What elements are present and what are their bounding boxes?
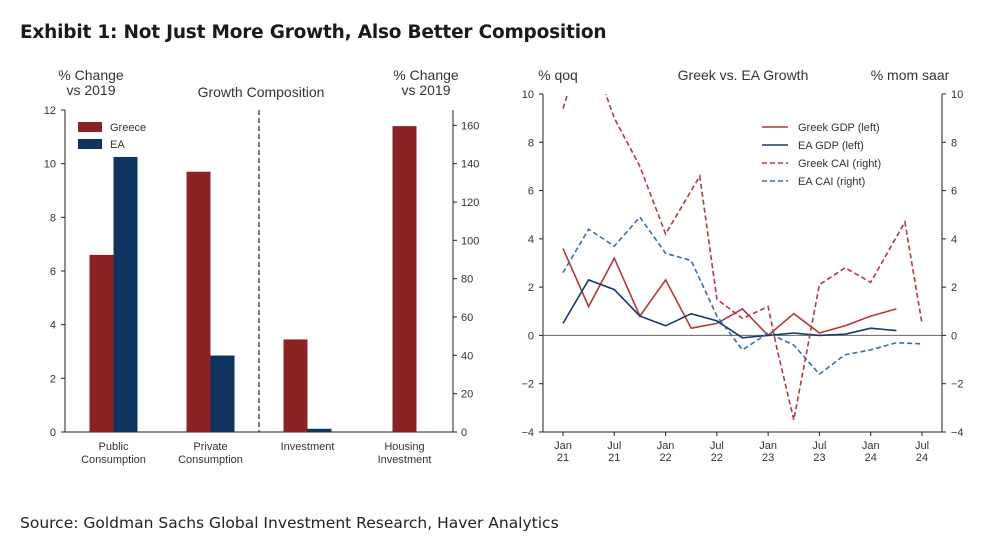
right-y-axis-label: % Change (393, 67, 459, 83)
category-label: Private (193, 441, 227, 453)
right-y-axis-label: vs 2019 (401, 82, 450, 98)
bar-greece (283, 339, 308, 432)
greek-vs-ea-growth-chart: −4−20246810−4−20246810Jan21Jul21Jan22Jul… (521, 67, 964, 464)
x-tick-label: 22 (711, 452, 723, 464)
x-tick-label: 23 (813, 452, 825, 464)
right-y-tick-label: 160 (461, 120, 479, 132)
x-tick-label: 22 (659, 452, 671, 464)
right-y-tick-label: 140 (461, 159, 479, 171)
x-tick-label: Jan (759, 440, 777, 452)
x-tick-label: 24 (916, 452, 928, 464)
category-label: Investment (378, 454, 432, 466)
right-y-tick-label: 120 (461, 197, 479, 209)
series-line-ea-cai-right (562, 215, 923, 376)
bar-greece (89, 254, 114, 432)
x-tick-label: Jul (710, 440, 724, 452)
left-y-tick-label: 8 (528, 137, 534, 149)
legend-label: Greek GDP (left) (798, 122, 880, 134)
left-y-tick-label: 10 (44, 159, 56, 171)
right-y-tick-label: 6 (951, 186, 957, 198)
x-tick-label: Jul (607, 440, 621, 452)
right-y-tick-label: 8 (951, 137, 957, 149)
x-tick-label: 21 (608, 452, 620, 464)
x-tick-label: Jul (812, 440, 826, 452)
x-tick-label: 21 (557, 452, 569, 464)
category-label: Consumption (178, 454, 243, 466)
series-line-greek-gdp-left (562, 248, 897, 337)
right-y-tick-label: 80 (461, 274, 473, 286)
left-y-axis-label: vs 2019 (66, 82, 115, 98)
x-tick-label: 24 (865, 452, 877, 464)
right-y-tick-label: 2 (951, 282, 957, 294)
x-tick-label: Jul (915, 440, 929, 452)
left-y-tick-label: 2 (528, 282, 534, 294)
bar-ea (113, 156, 138, 432)
left-y-axis-label: % Change (58, 67, 124, 83)
right-y-tick-label: −4 (951, 427, 964, 439)
left-y-tick-label: 6 (50, 266, 56, 278)
series-line-greek-cai-right (562, 94, 923, 421)
left-y-tick-label: 12 (44, 105, 56, 117)
left-y-tick-label: 2 (50, 373, 56, 385)
category-label: Public (99, 441, 129, 453)
left-y-axis-label: % qoq (538, 67, 578, 83)
left-y-tick-label: 6 (528, 186, 534, 198)
category-label: Housing (384, 441, 424, 453)
x-tick-label: 23 (762, 452, 774, 464)
right-y-tick-label: 20 (461, 389, 473, 401)
right-y-tick-label: 100 (461, 235, 479, 247)
right-y-tick-label: 0 (951, 330, 957, 342)
x-tick-label: Jan (554, 440, 572, 452)
left-y-tick-label: −4 (521, 427, 534, 439)
category-label: Consumption (81, 454, 146, 466)
x-tick-label: Jan (657, 440, 675, 452)
legend-label: EA CAI (right) (798, 176, 865, 188)
series-line-ea-gdp-left (562, 278, 897, 339)
left-y-tick-label: 8 (50, 212, 56, 224)
exhibit-title: Exhibit 1: Not Just More Growth, Also Be… (20, 22, 607, 43)
category-label: Investment (281, 441, 335, 453)
bar-ea (307, 428, 332, 432)
right-y-tick-label: 0 (461, 427, 467, 439)
left-y-tick-label: 10 (522, 89, 534, 101)
right-y-axis-label: % mom saar (871, 67, 950, 83)
chart-title: Growth Composition (198, 84, 325, 100)
legend-swatch-greece (78, 122, 102, 132)
right-y-tick-label: 4 (951, 234, 957, 246)
legend-label: EA (110, 139, 125, 151)
bar-greece (186, 171, 211, 432)
legend-swatch-ea (78, 139, 102, 149)
legend-label: Greek CAI (right) (798, 158, 881, 170)
left-y-tick-label: 0 (528, 330, 534, 342)
source-note: Source: Goldman Sachs Global Investment … (20, 514, 559, 532)
legend-label: Greece (110, 122, 146, 134)
left-y-tick-label: 4 (50, 320, 56, 332)
legend-label: EA GDP (left) (798, 140, 864, 152)
right-y-tick-label: 40 (461, 350, 473, 362)
x-tick-label: Jan (862, 440, 880, 452)
bar-ea (210, 355, 235, 432)
left-y-tick-label: 4 (528, 234, 534, 246)
right-y-tick-label: 10 (951, 89, 963, 101)
right-y-tick-label: −2 (951, 379, 964, 391)
left-y-tick-label: 0 (50, 427, 56, 439)
bar-greece (392, 126, 417, 432)
chart-title: Greek vs. EA Growth (678, 67, 809, 83)
right-y-tick-label: 60 (461, 312, 473, 324)
left-y-tick-label: −2 (521, 379, 534, 391)
